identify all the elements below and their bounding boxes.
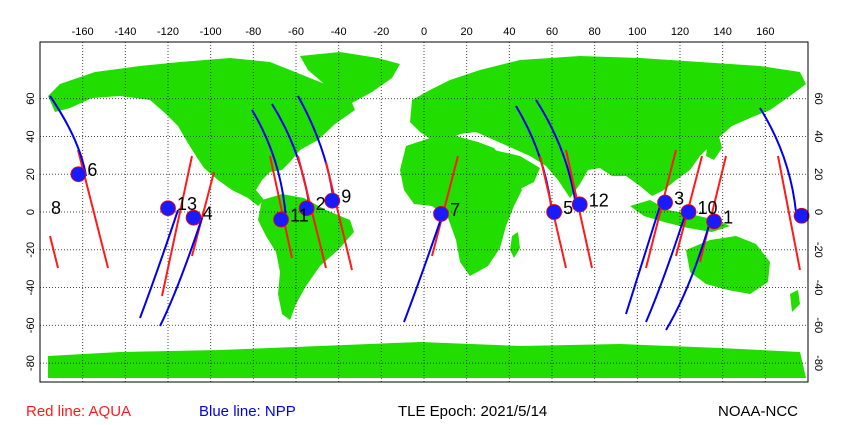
satellite-label: 1	[723, 207, 733, 227]
npp-track	[49, 95, 87, 177]
x-tick-label: -100	[200, 26, 222, 38]
eurasia-landmass	[410, 56, 806, 198]
x-tick-label: 60	[546, 26, 558, 38]
satellite-position-marker	[706, 213, 723, 230]
satellite-position-marker	[571, 196, 588, 213]
graticule-grid	[40, 42, 808, 382]
x-tick-label: 80	[589, 26, 601, 38]
satellite-label: 3	[674, 189, 684, 209]
aqua-track	[325, 161, 353, 271]
y-tick-label-right: 0	[812, 209, 824, 215]
y-tick-label-left: -40	[25, 280, 37, 296]
satellite-label: 8	[51, 198, 61, 218]
satellite-label: 11	[290, 206, 309, 226]
satellite-label: 4	[203, 204, 213, 224]
satellite-position-marker	[273, 211, 289, 228]
satellite-label: 13	[177, 194, 197, 214]
x-tick-label: 100	[628, 26, 646, 38]
npp-track	[645, 211, 687, 323]
x-tick-label: -20	[373, 26, 389, 38]
arabia-landmass	[494, 150, 540, 190]
satellite-position-marker	[546, 204, 563, 220]
npp-track	[403, 215, 443, 323]
satellite-position-marker	[70, 166, 87, 183]
aqua-track	[269, 155, 293, 259]
npp-track	[625, 205, 661, 315]
antarctica-landmass	[48, 342, 806, 378]
npp-track	[535, 99, 577, 207]
npp-track	[251, 109, 287, 221]
x-tick-label: 40	[503, 26, 515, 38]
aqua-track	[777, 155, 801, 271]
y-tick-label-left: -80	[25, 355, 37, 371]
satellite-label: 10	[698, 198, 718, 218]
x-tick-label: -160	[72, 26, 94, 38]
x-tick-label: -80	[245, 26, 261, 38]
aqua-track	[191, 171, 215, 257]
satellite-label: 9	[341, 187, 351, 207]
x-tick-label: 140	[713, 26, 731, 38]
satellite-label: 2	[316, 194, 326, 214]
orbit-tracks	[49, 95, 801, 331]
satellite-position-marker	[680, 204, 697, 220]
satellite-label: 6	[87, 160, 97, 180]
x-tick-label: -120	[157, 26, 179, 38]
y-tick-label-left: 60	[25, 93, 37, 105]
y-tick-label-right: 60	[812, 93, 824, 105]
y-tick-label-right: -20	[812, 242, 824, 258]
japan-landmass	[706, 132, 722, 160]
y-tick-label-right: -40	[812, 280, 824, 296]
y-tick-label-left: -60	[25, 317, 37, 333]
npp-track	[665, 221, 711, 331]
npp-track	[159, 217, 203, 327]
new-zealand-landmass	[790, 290, 800, 312]
satellite-label: 7	[450, 200, 460, 220]
npp-legend: Blue line: NPP	[199, 403, 296, 420]
x-tick-label: 160	[756, 26, 774, 38]
y-tick-label-left: 40	[25, 130, 37, 142]
npp-track	[759, 107, 797, 213]
x-tick-label: 20	[461, 26, 473, 38]
y-tick-label-right: 40	[812, 130, 824, 142]
y-tick-label-right: -80	[812, 355, 824, 371]
npp-track	[139, 209, 179, 319]
credit-label: NOAA-NCC	[718, 403, 799, 420]
aqua-track	[431, 155, 459, 257]
x-tick-label: 120	[671, 26, 689, 38]
y-tick-label-right: 20	[812, 168, 824, 180]
y-tick-label-left: -20	[25, 242, 37, 258]
x-tick-label: -140	[114, 26, 136, 38]
satellite-position-marker	[657, 194, 673, 211]
satellite-label: 5	[563, 198, 573, 218]
x-tick-label: -60	[288, 26, 304, 38]
aqua-track	[49, 235, 59, 269]
aqua-track	[699, 155, 727, 263]
australia-landmass	[686, 236, 770, 294]
satellite-position-marker	[433, 205, 449, 222]
aqua-legend: Red line: AQUA	[26, 403, 132, 420]
madagascar-landmass	[510, 232, 520, 258]
x-tick-label: 0	[421, 26, 427, 38]
axis-ticks: -160 -140 -120 -100 -80 -60 -40 -20 0 20 40 60 80 100…	[25, 26, 824, 371]
y-tick-label-left: 20	[25, 168, 37, 180]
aqua-track	[161, 155, 193, 297]
y-tick-label-left: 0	[25, 209, 37, 215]
y-tick-label-right: -60	[812, 317, 824, 333]
africa-landmass	[400, 136, 522, 276]
map-frame	[39, 41, 809, 383]
satellite-position-marker	[185, 209, 202, 226]
satellite-position-marker	[298, 200, 315, 217]
satellite-label: 12	[589, 190, 609, 210]
x-tick-label: -40	[331, 26, 347, 38]
satellite-position-marker	[324, 192, 341, 209]
greenland-landmass	[300, 52, 400, 104]
satellite-position-marker	[160, 200, 176, 217]
satellite-position-marker	[793, 207, 810, 224]
tle-epoch: TLE Epoch: 2021/5/14	[398, 403, 548, 420]
